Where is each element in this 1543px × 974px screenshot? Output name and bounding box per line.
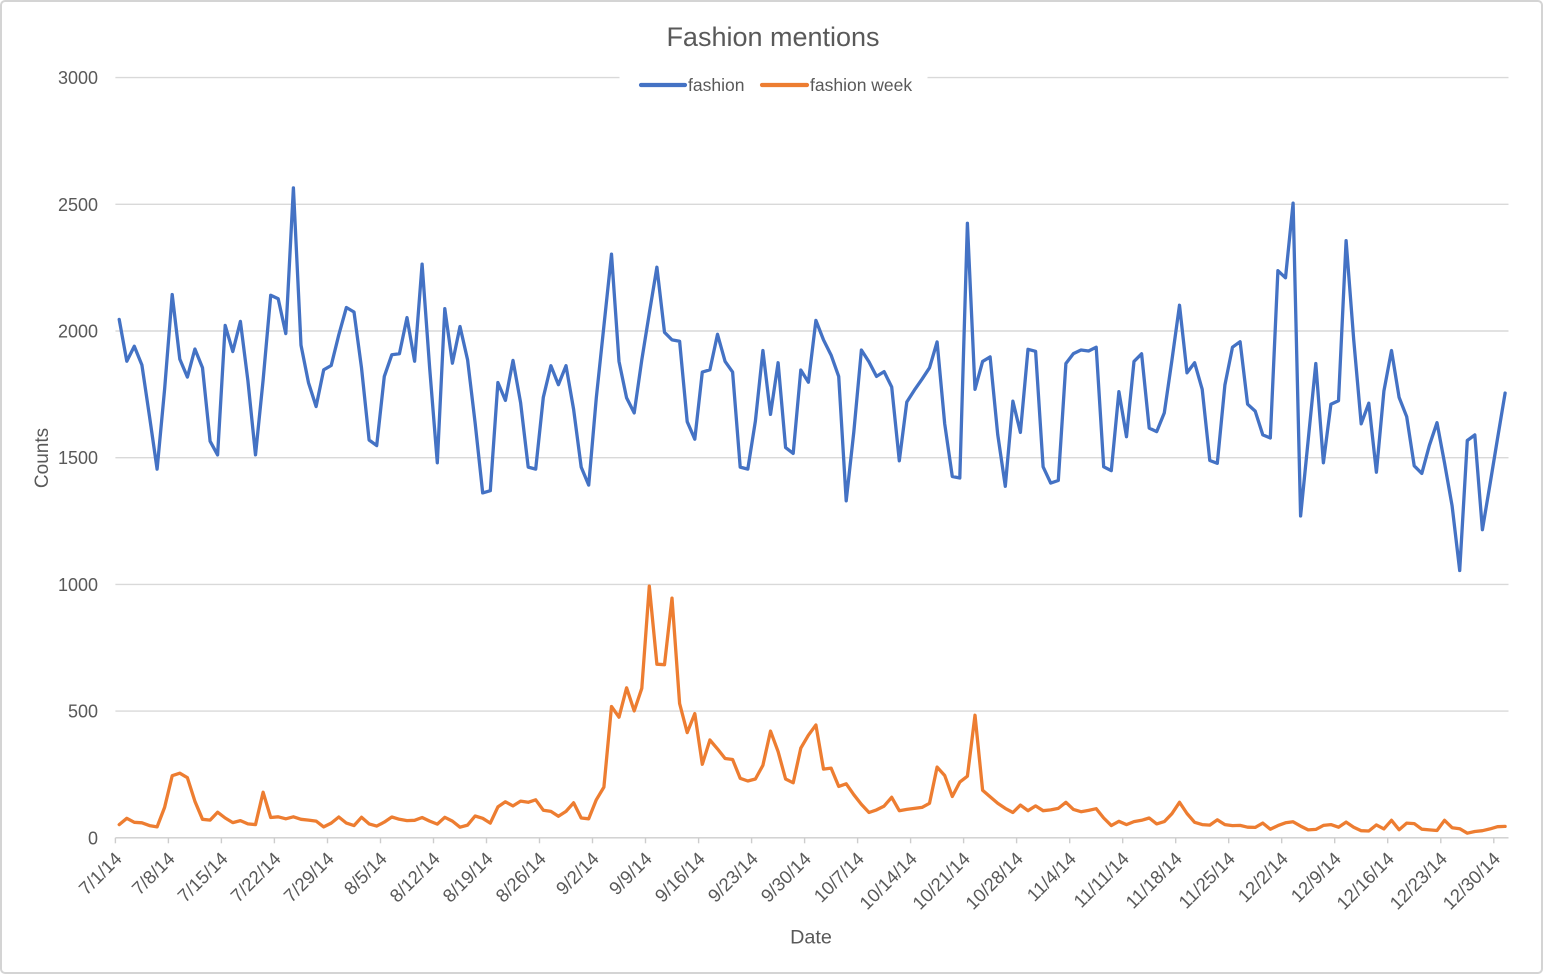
svg-text:2000: 2000: [58, 322, 98, 342]
svg-text:fashion: fashion: [688, 75, 744, 95]
svg-text:Fashion mentions: Fashion mentions: [666, 22, 879, 52]
svg-text:2500: 2500: [58, 195, 98, 215]
svg-text:500: 500: [68, 702, 98, 722]
svg-text:Counts: Counts: [32, 428, 53, 488]
svg-text:fashion week: fashion week: [810, 75, 912, 95]
svg-text:3000: 3000: [58, 68, 98, 88]
svg-text:1000: 1000: [58, 575, 98, 595]
svg-text:Date: Date: [790, 927, 832, 949]
svg-text:0: 0: [88, 828, 98, 848]
svg-text:1500: 1500: [58, 448, 98, 468]
